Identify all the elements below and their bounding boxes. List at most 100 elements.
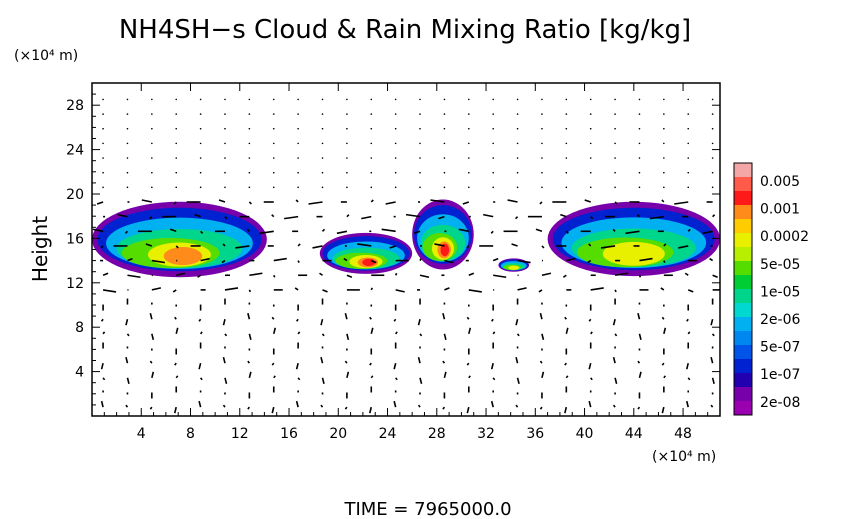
wind-vector	[443, 371, 447, 379]
colorbar-swatch	[734, 373, 752, 388]
wind-dot	[638, 171, 641, 174]
wind-dot	[394, 127, 397, 130]
wind-vector	[222, 319, 226, 326]
wind-vector	[687, 377, 691, 381]
wind-vector	[515, 319, 519, 326]
wind-vector	[125, 356, 129, 364]
wind-vector	[200, 257, 210, 262]
wind-vector	[539, 313, 543, 320]
wind-dot	[102, 113, 104, 115]
wind-dot	[663, 142, 665, 145]
wind-dot	[589, 171, 592, 174]
wind-dot	[199, 98, 202, 101]
wind-vector	[442, 313, 446, 320]
wind-vector	[565, 230, 569, 234]
wind-dot	[126, 142, 129, 145]
wind-dot	[199, 113, 202, 115]
wind-dot	[492, 98, 494, 101]
wind-vector	[709, 257, 714, 262]
wind-vector	[199, 377, 203, 381]
wind-dot	[443, 186, 446, 189]
wind-vector	[490, 230, 494, 234]
wind-vector	[176, 272, 186, 277]
wind-dot	[151, 98, 153, 101]
wind-dot	[589, 186, 592, 189]
wind-dot	[272, 113, 275, 115]
wind-vector	[169, 228, 177, 233]
wind-dot	[468, 113, 470, 115]
wind-dot	[663, 186, 665, 189]
wind-dot	[711, 127, 714, 130]
wind-vector	[661, 199, 665, 203]
y-axis-label: Height	[28, 216, 52, 282]
wind-vector	[394, 272, 398, 276]
wind-vector	[466, 245, 470, 249]
wind-vector	[490, 362, 494, 370]
wind-vector	[588, 400, 592, 408]
wind-dot	[370, 142, 373, 145]
cloud-region	[498, 258, 530, 272]
wind-vector	[712, 274, 718, 278]
wind-vector	[587, 259, 592, 264]
wind-dot	[248, 186, 251, 189]
wind-dot	[711, 142, 714, 145]
wind-dot	[151, 142, 153, 145]
wind-vector	[419, 274, 430, 279]
x-tick-label: 8	[186, 426, 195, 442]
wind-vector	[539, 360, 543, 364]
colorbar-swatch	[734, 289, 752, 304]
wind-dot	[419, 98, 421, 101]
wind-vector	[271, 316, 275, 320]
wind-vector	[466, 316, 470, 320]
wind-vector	[638, 371, 642, 379]
wind-vector	[663, 260, 666, 263]
wind-vector	[273, 375, 276, 379]
wind-vector	[660, 287, 665, 291]
wind-vector	[343, 257, 348, 262]
wind-vector	[294, 287, 299, 291]
wind-dot	[663, 98, 665, 101]
wind-dot	[516, 186, 519, 189]
wind-dot	[370, 171, 373, 174]
wind-dot	[370, 157, 373, 159]
wind-vector	[516, 377, 520, 385]
wind-vector	[126, 333, 130, 337]
wind-dot	[126, 171, 129, 174]
wind-vector	[197, 274, 202, 278]
wind-dot	[589, 127, 592, 130]
wind-dot	[443, 157, 446, 159]
wind-dot	[443, 142, 446, 145]
wind-vector	[517, 287, 527, 291]
wind-dot	[687, 98, 690, 101]
wind-vector	[443, 333, 447, 341]
wind-vector	[248, 289, 252, 293]
wind-dot	[151, 186, 153, 189]
y-tick-label: 8	[75, 320, 84, 336]
wind-dot	[297, 157, 299, 159]
wind-dot	[224, 142, 226, 145]
wind-dot	[224, 186, 226, 189]
wind-vector	[710, 356, 714, 364]
wind-dot	[443, 113, 446, 115]
wind-dot	[468, 98, 470, 101]
wind-dot	[443, 171, 446, 174]
wind-dot	[102, 98, 104, 101]
wind-vector	[442, 360, 446, 364]
wind-vector	[637, 406, 641, 410]
wind-dot	[394, 157, 397, 159]
wind-dot	[321, 98, 324, 101]
colorbar-swatch	[734, 163, 752, 178]
colorbar-swatch	[734, 345, 752, 360]
wind-vector	[687, 289, 694, 293]
wind-dot	[321, 171, 324, 174]
y-axis: 4 8 12 16 20 24 28	[66, 93, 720, 406]
wind-vector	[141, 199, 153, 203]
colorbar-label: 2e-08	[760, 395, 800, 411]
wind-vector	[175, 245, 179, 249]
wind-dot	[126, 186, 129, 189]
colorbar-label: 0.0002	[760, 229, 809, 245]
wind-vector	[612, 356, 616, 364]
cloud-core	[508, 265, 520, 270]
wind-vector	[393, 318, 397, 322]
wind-dot	[102, 157, 104, 159]
